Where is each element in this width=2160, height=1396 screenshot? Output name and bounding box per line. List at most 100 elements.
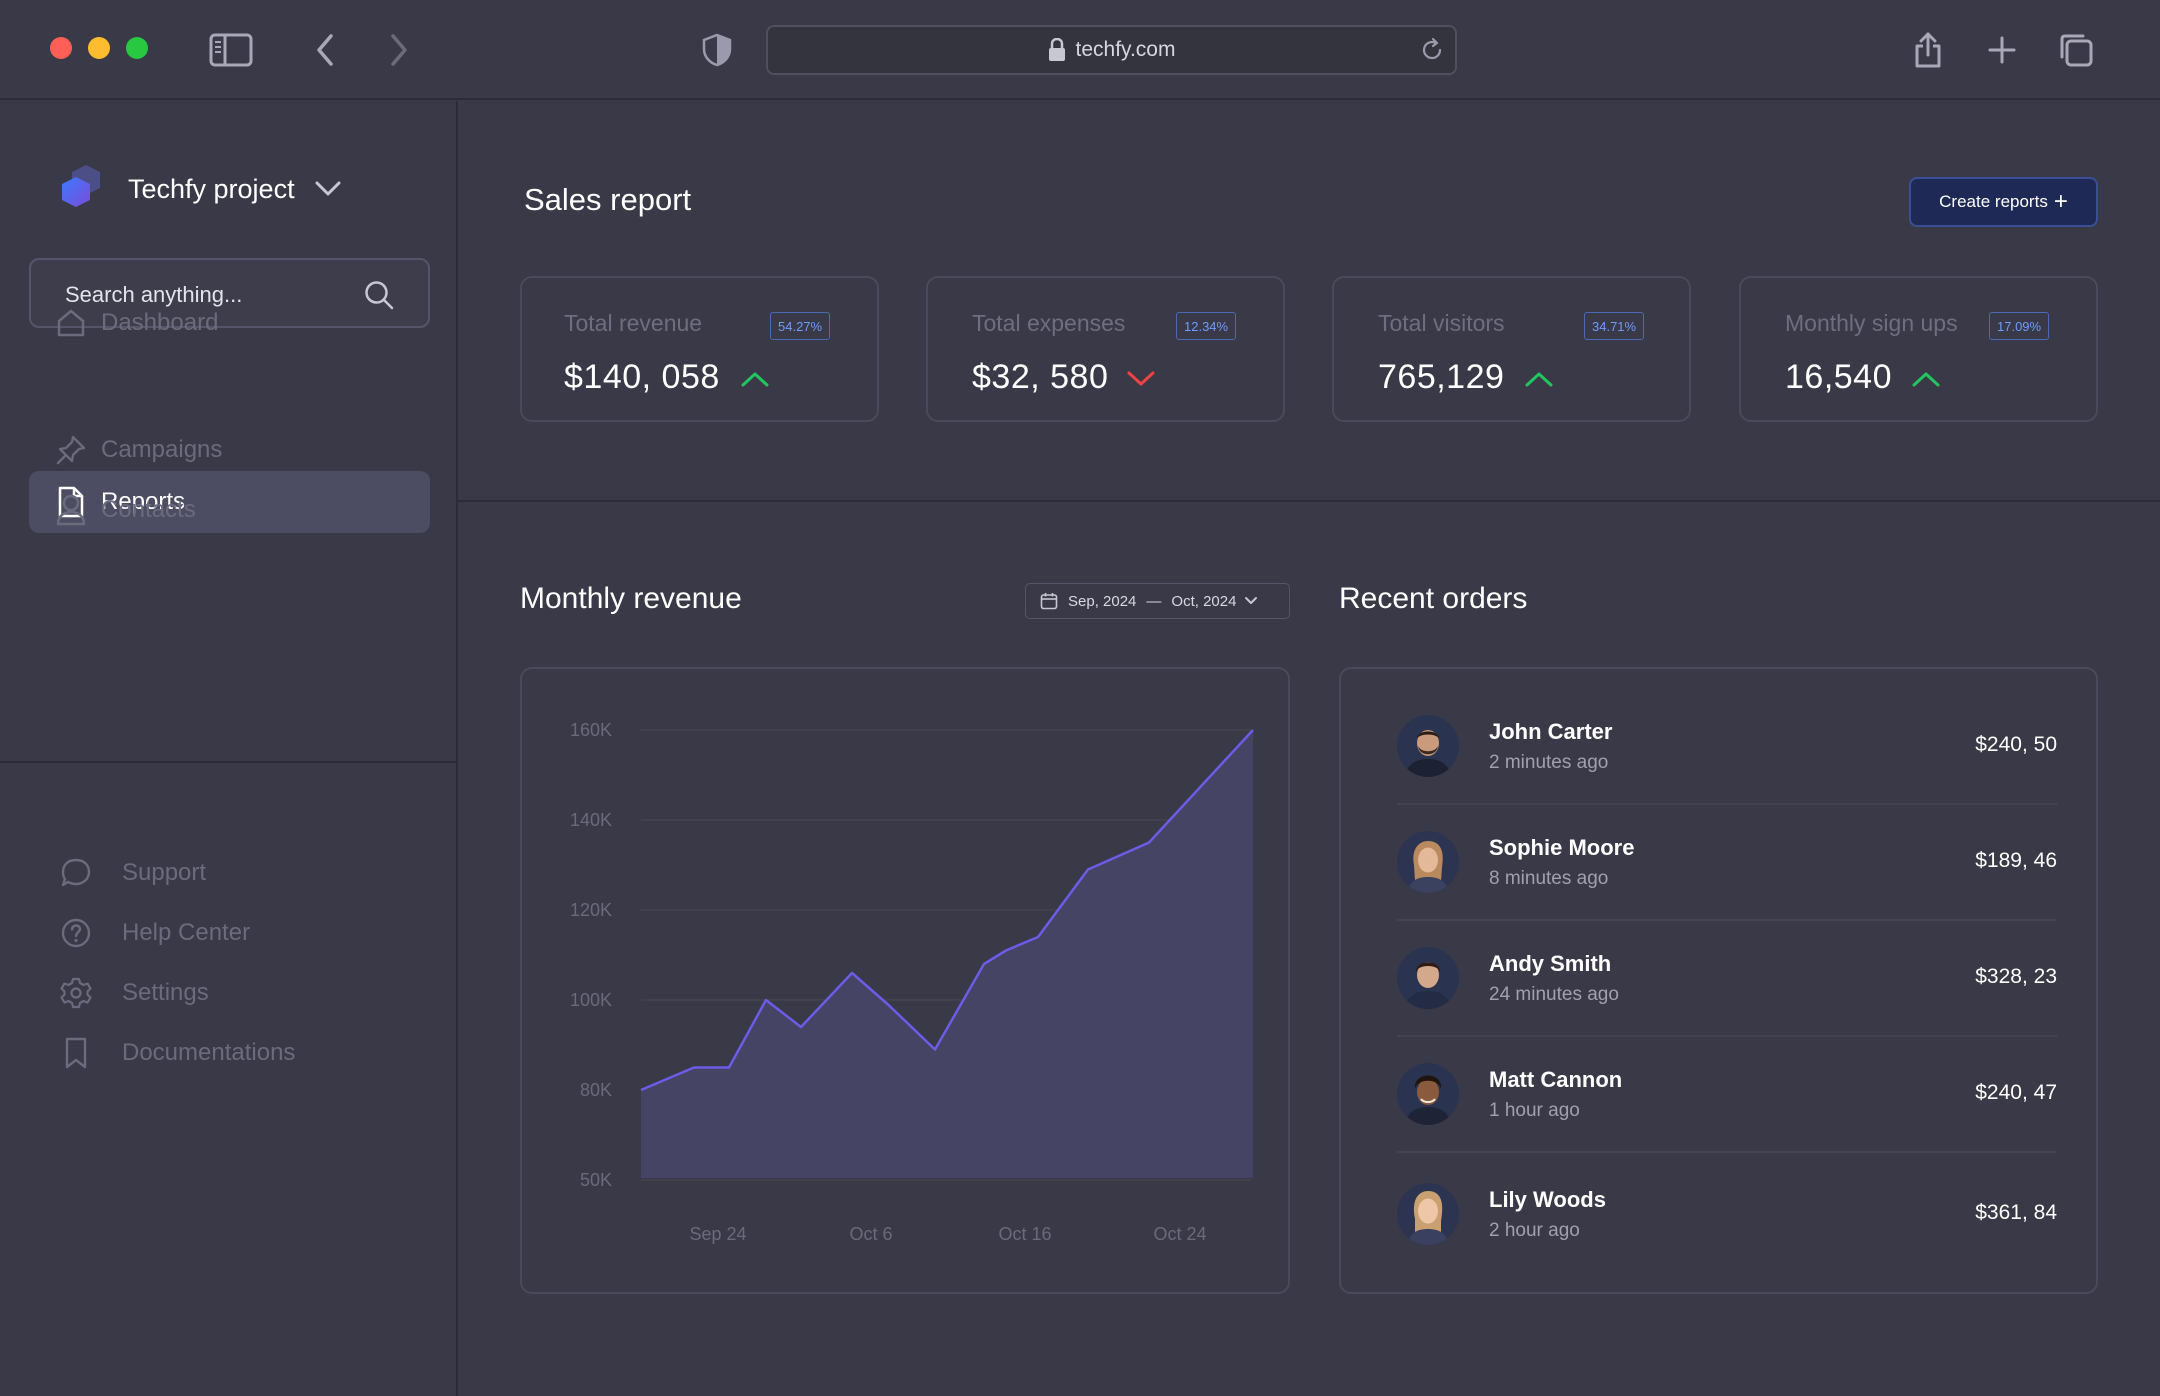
date-to: Oct, 2024 — [1171, 592, 1237, 610]
y-tick-label: 50K — [580, 1170, 612, 1190]
new-tab-icon[interactable] — [1980, 28, 2024, 72]
sidebar-toggle-icon[interactable] — [209, 28, 253, 72]
stat-card-visitors: Total visitors 34.71% 765,129 — [1332, 276, 1691, 422]
order-time: 2 minutes ago — [1489, 752, 1609, 773]
sidebar-item-label: Help Center — [122, 919, 251, 946]
order-row[interactable]: Sophie Moore 8 minutes ago $189, 46 — [1397, 805, 2057, 921]
sidebar-item-contacts[interactable]: Contacts — [29, 479, 430, 541]
page-title: Sales report — [524, 182, 692, 217]
sidebar-item-reports[interactable]: Reports — [29, 471, 430, 533]
sidebar-item-support[interactable]: Support — [58, 853, 206, 893]
stat-value: $140, 058 — [564, 358, 720, 396]
orders-panel: John Carter 2 minutes ago $240, 50 Sophi… — [1339, 667, 2098, 1294]
stat-badge: 17.09% — [1989, 312, 2050, 340]
maximize-window-button[interactable] — [126, 37, 148, 59]
stat-card-expenses: Total expenses 12.34% $32, 580 — [926, 276, 1285, 422]
trend-up-icon — [741, 372, 769, 387]
order-time: 1 hour ago — [1489, 1100, 1580, 1121]
revenue-chart-panel: 160K 140K 120K 100K 80K 50K Sep 24 Oct 6 Oct 16 O… — [520, 667, 1290, 1294]
help-icon — [58, 915, 94, 951]
user-icon — [55, 494, 87, 526]
sidebar-item-settings[interactable]: Settings — [58, 973, 209, 1013]
close-window-button[interactable] — [50, 37, 72, 59]
row-divider — [1397, 919, 2057, 921]
order-time: 2 hour ago — [1489, 1220, 1580, 1241]
stat-value: $32, 580 — [972, 358, 1109, 396]
search-input[interactable] — [65, 280, 365, 310]
stat-label: Total revenue — [564, 310, 703, 336]
y-tick-label: 80K — [580, 1080, 612, 1100]
x-tick-label: Oct 24 — [1153, 1224, 1206, 1244]
bookmark-icon — [58, 1035, 94, 1071]
order-customer-name: John Carter — [1489, 719, 1613, 744]
order-customer-name: Lily Woods — [1489, 1187, 1606, 1212]
stat-badge: 34.71% — [1584, 312, 1645, 340]
sidebar-item-label: Dashboard — [101, 309, 219, 336]
project-logo-icon — [54, 163, 106, 215]
y-tick-label: 120K — [570, 900, 612, 920]
project-switcher[interactable]: Techfy project — [54, 163, 341, 215]
row-divider — [1397, 1151, 2057, 1153]
y-tick-label: 100K — [570, 990, 612, 1010]
order-customer-name: Andy Smith — [1489, 951, 1612, 976]
row-divider — [1397, 1035, 2057, 1037]
order-customer-name: Sophie Moore — [1489, 835, 1635, 860]
back-icon[interactable] — [303, 28, 347, 72]
address-bar[interactable]: techfy.com — [766, 25, 1457, 75]
browser-toolbar: techfy.com — [0, 0, 2160, 100]
trend-down-icon — [1127, 371, 1155, 386]
order-row[interactable]: Andy Smith 24 minutes ago $328, 23 — [1397, 921, 2057, 1037]
date-from: Sep, 2024 — [1068, 592, 1137, 610]
order-amount: $361, 84 — [1975, 1201, 2057, 1224]
search-icon[interactable] — [364, 280, 394, 310]
chevron-down-icon — [1245, 597, 1258, 604]
sidebar-item-label: Campaigns — [101, 436, 223, 463]
sidebar-item-label: Contacts — [101, 496, 196, 523]
orders-title: Recent orders — [1339, 582, 1528, 615]
sidebar-item-help-center[interactable]: Help Center — [58, 913, 250, 953]
forward-icon[interactable] — [377, 28, 421, 72]
x-tick-label: Oct 16 — [998, 1224, 1051, 1244]
sidebar-item-documentations[interactable]: Documentations — [58, 1033, 295, 1073]
sidebar-item-label: Reports — [101, 488, 186, 515]
home-icon — [55, 307, 87, 339]
sidebar-item-label: Settings — [122, 979, 209, 1006]
lock-icon — [1048, 38, 1065, 61]
sidebar-item-campaigns[interactable]: Campaigns — [29, 419, 430, 481]
sidebar-item-label: Documentations — [122, 1039, 296, 1066]
create-reports-button[interactable]: Create reports + — [1909, 177, 2098, 227]
tabs-overview-icon[interactable] — [2054, 28, 2098, 72]
revenue-title: Monthly revenue — [520, 582, 742, 615]
sidebar-divider — [0, 761, 456, 763]
chevron-down-icon — [315, 181, 341, 196]
reload-icon[interactable] — [1419, 37, 1445, 63]
date-range-picker[interactable]: Sep, 2024 — Oct, 2024 — [1025, 583, 1290, 619]
trend-up-icon — [1525, 372, 1553, 387]
revenue-line — [640, 729, 1254, 1092]
order-amount: $240, 47 — [1975, 1081, 2057, 1104]
minimize-window-button[interactable] — [88, 37, 110, 59]
share-icon[interactable] — [1906, 28, 1950, 72]
section-divider — [458, 500, 2160, 502]
order-row[interactable]: Matt Cannon 1 hour ago $240, 47 — [1397, 1037, 2057, 1153]
sidebar-item-dashboard[interactable]: Dashboard — [29, 292, 430, 354]
stat-label: Total visitors — [1378, 310, 1505, 336]
y-tick-label: 160K — [570, 720, 612, 740]
plus-icon: + — [2053, 188, 2068, 215]
revenue-area — [641, 730, 1253, 1178]
sidebar: Techfy project Dashboard Reports Campaig… — [0, 101, 458, 1396]
stat-label: Monthly sign ups — [1785, 310, 1958, 336]
avatar — [1397, 1183, 1459, 1245]
calendar-icon — [1040, 593, 1058, 610]
stat-value: 16,540 — [1785, 358, 1892, 396]
shield-icon[interactable] — [695, 28, 739, 72]
stat-label: Total expenses — [972, 310, 1126, 336]
trend-up-icon — [1912, 372, 1940, 387]
url-text: techfy.com — [1075, 38, 1176, 61]
avatar — [1397, 715, 1459, 777]
stat-badge: 54.27% — [770, 312, 831, 340]
order-row[interactable]: John Carter 2 minutes ago $240, 50 — [1397, 689, 2057, 805]
order-row[interactable]: Lily Woods 2 hour ago $361, 84 — [1397, 1157, 2057, 1273]
order-amount: $240, 50 — [1975, 733, 2057, 756]
sidebar-item-label: Support — [122, 859, 207, 886]
